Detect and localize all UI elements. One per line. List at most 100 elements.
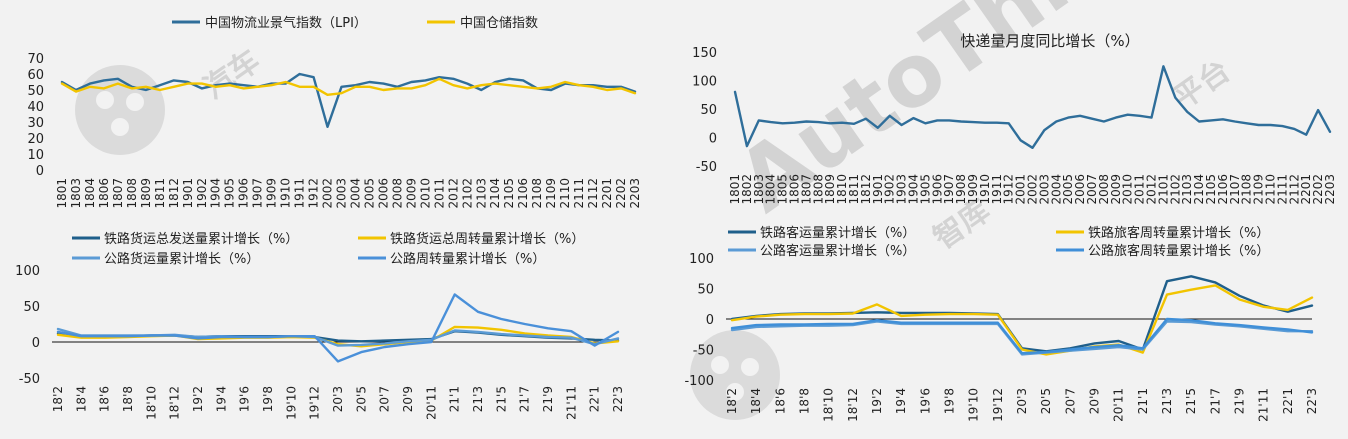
x-tick-label: 19'4 [214,386,228,412]
x-tick-label: 2006 [376,178,390,209]
x-tick-label: 21'7 [518,386,532,412]
legend-label-freight-1: 铁路货运总周转量累计增长（%） [390,231,584,247]
x-tick-label: 1911 [293,178,307,209]
y-tick-label: 100 [689,252,714,267]
x-tick-label: 2103 [1180,174,1194,205]
x-tick-label: 1908 [954,174,968,205]
x-tick-label: 18'6 [773,388,787,414]
x-tick-label: 2201 [600,178,614,209]
x-tick-label: 20'11 [424,386,438,420]
x-tick-label: 1909 [265,178,279,209]
x-tick-label: 1904 [907,174,921,205]
x-tick-label: 2001 [1014,174,1028,205]
x-tick-label: 2006 [1073,174,1087,205]
x-tick-label: 1803 [752,174,766,205]
legend-label-lpi-0: 中国物流业景气指数（LPI） [205,15,367,31]
y-axis-freight: -50 0 50 100 [15,264,618,387]
x-tick-label: 18'12 [846,388,860,422]
x-tick-label: 2112 [586,178,600,209]
x-tick-label: 2102 [1168,174,1182,205]
x-tick-label: 2111 [572,178,586,209]
x-tick-label: 2010 [418,178,432,209]
y-tick-label: 100 [692,75,717,90]
x-tick-label: 1906 [237,178,251,209]
x-axis-express: 1801180218031804180518061807180818091810… [728,174,1337,205]
x-tick-label: 18'10 [144,386,158,420]
x-tick-label: 1809 [823,174,837,205]
x-tick-label: 2103 [474,178,488,209]
y-tick-label: -100 [684,374,714,389]
x-axis-passenger: 18'2 18'4 18'6 18'8 18'10 18'12 19'2 19'4 19'6 19… [725,388,1319,422]
x-tick-label: 21'1 [1136,388,1150,414]
y-tick-label: 0 [32,336,40,351]
x-tick-label: 2105 [502,178,516,209]
watermark-logo-icon-2 [690,330,780,420]
x-tick-label: 18'2 [51,386,65,412]
x-tick-label: 1912 [1002,174,1016,205]
x-tick-label: 1911 [990,174,1004,205]
x-tick-label: 21'9 [541,386,555,412]
y-tick-label: 0 [709,132,717,147]
x-tick-label: 2111 [1275,174,1289,205]
x-tick-label: 2003 [1037,174,1051,205]
x-tick-label: 20'3 [1015,388,1029,414]
y-tick-label: 20 [27,132,44,147]
x-tick-label: 1810 [835,174,849,205]
x-tick-label: 19'6 [918,388,932,414]
y-tick-label: 40 [27,100,44,115]
plot-express [733,65,1332,150]
x-tick-label: 19'2 [870,388,884,414]
x-tick-label: 1910 [279,178,293,209]
x-tick-label: 2003 [335,178,349,209]
y-tick-label: 50 [27,84,44,99]
legend-label-passenger-0: 铁路客运量累计增长（%） [760,225,915,241]
x-tick-label: 2110 [1264,174,1278,205]
x-tick-label: 2109 [544,178,558,209]
x-tick-label: 19'6 [238,386,252,412]
x-tick-label: 21'3 [471,386,485,412]
x-tick-label: 2202 [1311,174,1325,205]
x-tick-label: 18'12 [168,386,182,420]
x-tick-label: 1901 [181,178,195,209]
y-tick-label: 10 [27,148,44,163]
x-tick-label: 1907 [251,178,265,209]
x-tick-label: 1809 [139,178,153,209]
x-tick-label: 2107 [1228,174,1242,205]
x-tick-label: 21'1 [448,386,462,412]
x-tick-label: 1807 [111,178,125,209]
x-tick-label: 1806 [97,178,111,209]
x-tick-label: 2011 [432,178,446,209]
x-tick-label: 21'5 [1184,388,1198,414]
legend-passenger: 铁路客运量累计增长（%） 铁路旅客周转量累计增长（%） 公路客运量累计增长（%）… [728,225,1269,259]
x-tick-label: 2012 [446,178,460,209]
x-tick-label: 2109 [1252,174,1266,205]
x-tick-label: 21'9 [1233,388,1247,414]
x-tick-label: 18'2 [725,388,739,414]
x-tick-label: 2203 [1323,174,1337,205]
x-tick-label: 1808 [811,174,825,205]
x-tick-label: 1812 [859,174,873,205]
series-line-1-0 [733,65,1332,150]
legend-freight: 铁路货运总发送量累计增长（%） 铁路货运总周转量累计增长（%） 公路货运量累计增… [72,231,584,267]
x-tick-label: 19'12 [991,388,1005,422]
x-tick-label: 2009 [404,178,418,209]
x-axis-lpi: 1801 1803 1804 1806 1807 1808 1809 1811 1812 1901… [55,178,642,209]
x-tick-label: 20'7 [378,386,392,412]
x-tick-label: 1801 [55,178,69,209]
x-tick-label: 2202 [614,178,628,209]
x-tick-label: 2012 [1145,174,1159,205]
x-tick-label: 20'11 [1112,388,1126,422]
y-tick-label: 50 [23,300,40,315]
x-axis-freight: 18'2 18'4 18'6 18'8 18'10 18'12 19'2 19'4 19'6 19… [51,386,625,420]
x-tick-label: 2005 [362,178,376,209]
x-tick-label: 22'3 [611,386,625,412]
x-tick-label: 2110 [558,178,572,209]
x-tick-label: 2105 [1204,174,1218,205]
y-tick-label: 0 [706,313,714,328]
legend-label-passenger-1: 铁路旅客周转量累计增长（%） [1088,225,1269,241]
x-tick-label: 1902 [883,174,897,205]
x-tick-label: 18'4 [74,386,88,412]
x-tick-label: 19'8 [943,388,957,414]
